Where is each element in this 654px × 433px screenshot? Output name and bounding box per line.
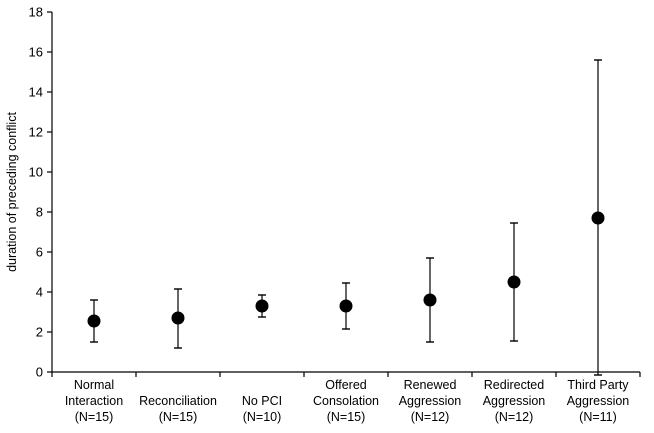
x-category-label-line: (N=12) [495, 410, 534, 424]
x-category-label-line: Aggression [567, 394, 630, 408]
y-tick-label: 10 [29, 165, 43, 180]
mean-point [255, 299, 269, 313]
mean-point [339, 299, 353, 313]
mean-point [171, 311, 185, 325]
x-category-label: Third Party Aggression (N=11) [567, 378, 630, 424]
mean-point [87, 314, 101, 328]
x-category-label-line: (N=15) [327, 410, 366, 424]
y-ticks: 0 2 4 6 8 10 12 14 16 18 [29, 5, 52, 380]
y-tick-label: 4 [36, 285, 43, 300]
x-category-label-line: Redirected [484, 378, 544, 392]
axes [51, 12, 641, 377]
mean-point [423, 293, 437, 307]
x-category-label-line: Aggression [483, 394, 546, 408]
x-category-label: No PCI (N=10) [242, 394, 282, 424]
mean-point [507, 275, 521, 289]
x-category-label-line: Consolation [313, 394, 379, 408]
x-category-label-line: Aggression [399, 394, 462, 408]
series [87, 59, 605, 376]
y-tick-label: 18 [29, 5, 43, 20]
x-category-label: Renewed Aggression (N=12) [399, 378, 462, 424]
y-tick-label: 14 [29, 85, 43, 100]
x-category-label: Redirected Aggression (N=12) [483, 378, 546, 424]
x-category-label-line: Renewed [404, 378, 457, 392]
x-category-labels: Normal Interaction (N=15) Reconciliation (N=… [65, 378, 629, 424]
x-category-label-line: Normal [74, 378, 114, 392]
x-category-label-line: Offered [325, 378, 367, 392]
x-category-label-line: No PCI [242, 394, 282, 408]
x-category-label-line: (N=15) [159, 410, 198, 424]
x-category-label: Reconciliation (N=15) [139, 394, 217, 424]
y-tick-label: 2 [36, 325, 43, 340]
y-tick-label: 0 [36, 365, 43, 380]
y-tick-label: 8 [36, 205, 43, 220]
y-tick-label: 12 [29, 125, 43, 140]
y-axis-label: duration of preceding conflict [5, 112, 19, 272]
x-category-label-line: (N=11) [579, 410, 617, 424]
x-category-label-line: Third Party [567, 378, 629, 392]
x-category-label: Normal Interaction (N=15) [65, 378, 123, 424]
mean-point [591, 211, 605, 225]
x-category-label: Offered Consolation (N=15) [313, 378, 379, 424]
x-category-label-line: (N=10) [243, 410, 282, 424]
x-category-label-line: Reconciliation [139, 394, 217, 408]
x-category-label-line: (N=15) [75, 410, 114, 424]
x-category-label-line: Interaction [65, 394, 123, 408]
x-category-label-line: (N=12) [411, 410, 450, 424]
y-tick-label: 16 [29, 45, 43, 60]
y-tick-label: 6 [36, 245, 43, 260]
